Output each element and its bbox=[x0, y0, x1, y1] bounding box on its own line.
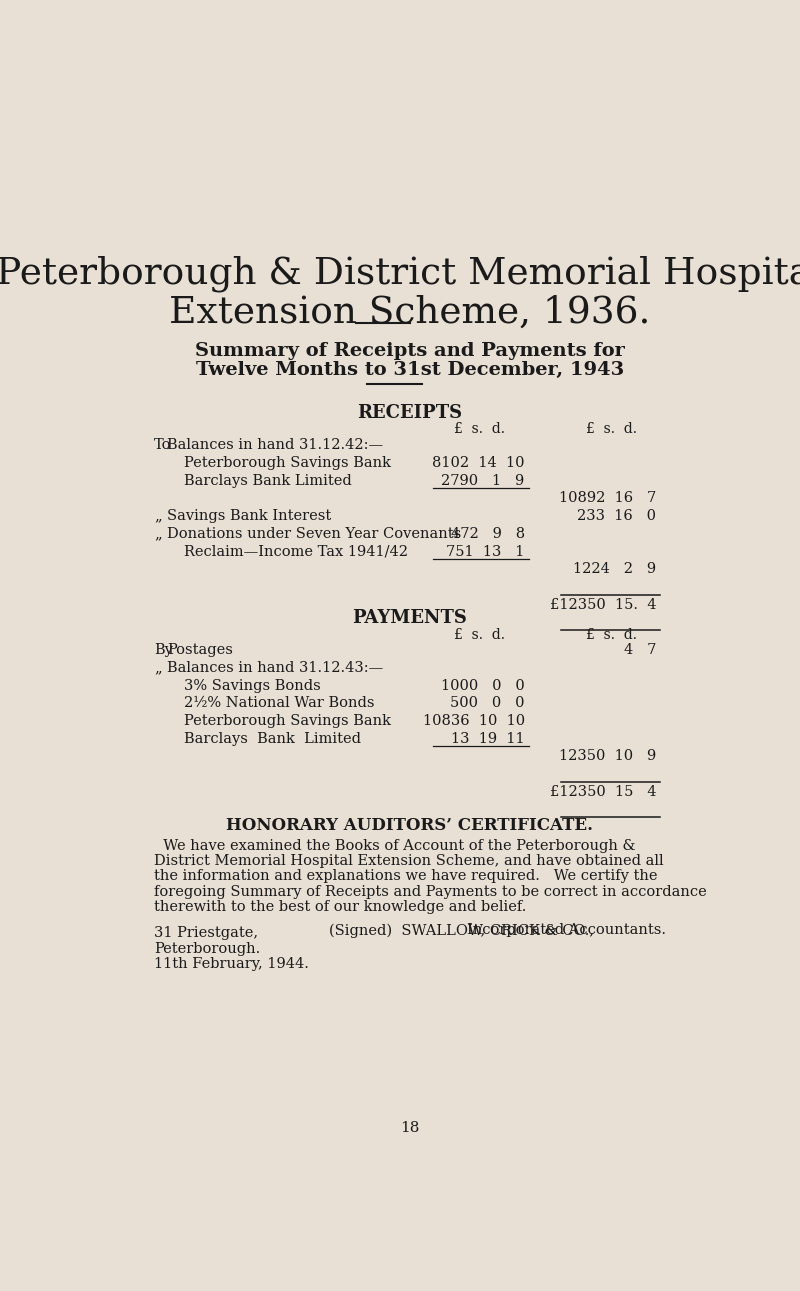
Text: 751  13   1: 751 13 1 bbox=[446, 545, 525, 559]
Text: 10836  10  10: 10836 10 10 bbox=[422, 714, 525, 728]
Text: the information and explanations we have required.   We certify the: the information and explanations we have… bbox=[154, 869, 658, 883]
Text: foregoing Summary of Receipts and Payments to be correct in accordance: foregoing Summary of Receipts and Paymen… bbox=[154, 884, 707, 899]
Text: 8102  14  10: 8102 14 10 bbox=[432, 456, 525, 470]
Text: £  s.  d.: £ s. d. bbox=[454, 422, 506, 436]
Text: 18: 18 bbox=[400, 1122, 420, 1135]
Text: 1224   2   9: 1224 2 9 bbox=[574, 563, 657, 576]
Text: 12350  10   9: 12350 10 9 bbox=[559, 749, 657, 763]
Text: We have examined the Books of Account of the Peterborough &: We have examined the Books of Account of… bbox=[154, 839, 636, 852]
Text: Balances in hand 31.12.43:—: Balances in hand 31.12.43:— bbox=[167, 661, 384, 675]
Text: Peterborough Savings Bank: Peterborough Savings Bank bbox=[184, 714, 390, 728]
Text: 500   0   0: 500 0 0 bbox=[450, 696, 525, 710]
Text: Balances in hand 31.12.42:—: Balances in hand 31.12.42:— bbox=[167, 438, 383, 452]
Text: Donations under Seven Year Covenants: Donations under Seven Year Covenants bbox=[167, 527, 462, 541]
Text: Extension Scheme, 1936.: Extension Scheme, 1936. bbox=[170, 296, 650, 330]
Text: Incorporated Accountants.: Incorporated Accountants. bbox=[466, 923, 666, 937]
Text: £12350  15   4: £12350 15 4 bbox=[550, 785, 657, 799]
Text: 11th February, 1944.: 11th February, 1944. bbox=[154, 957, 309, 971]
Text: By: By bbox=[154, 643, 173, 657]
Text: 472   9   8: 472 9 8 bbox=[450, 527, 525, 541]
Text: Peterborough & District Memorial Hospital: Peterborough & District Memorial Hospita… bbox=[0, 256, 800, 292]
Text: Savings Bank Interest: Savings Bank Interest bbox=[167, 509, 332, 523]
Text: HONORARY AUDITORS’ CERTIFICATE.: HONORARY AUDITORS’ CERTIFICATE. bbox=[226, 817, 594, 834]
Text: Twelve Months to 31st December, 1943: Twelve Months to 31st December, 1943 bbox=[196, 361, 624, 380]
Text: 3% Savings Bonds: 3% Savings Bonds bbox=[184, 679, 321, 692]
Text: 233  16   0: 233 16 0 bbox=[578, 509, 657, 523]
Text: To: To bbox=[154, 438, 172, 452]
Text: Barclays  Bank  Limited: Barclays Bank Limited bbox=[184, 732, 361, 746]
Text: £  s.  d.: £ s. d. bbox=[454, 627, 506, 642]
Text: PAYMENTS: PAYMENTS bbox=[353, 609, 467, 627]
Text: 10892  16   7: 10892 16 7 bbox=[559, 492, 657, 505]
Text: £12350  15.  4: £12350 15. 4 bbox=[550, 598, 657, 612]
Text: (Signed)  SWALLOW, CRICK & CO.,: (Signed) SWALLOW, CRICK & CO., bbox=[329, 923, 594, 937]
Text: „: „ bbox=[154, 661, 162, 675]
Text: Postages: Postages bbox=[167, 643, 234, 657]
Text: £  s.  d.: £ s. d. bbox=[586, 422, 637, 436]
Text: £  s.  d.: £ s. d. bbox=[586, 627, 637, 642]
Text: Barclays Bank Limited: Barclays Bank Limited bbox=[184, 474, 351, 488]
Text: 2790   1   9: 2790 1 9 bbox=[442, 474, 525, 488]
Text: „: „ bbox=[154, 527, 162, 541]
Text: 13  19  11: 13 19 11 bbox=[451, 732, 525, 746]
Text: therewith to the best of our knowledge and belief.: therewith to the best of our knowledge a… bbox=[154, 900, 526, 914]
Text: 2½% National War Bonds: 2½% National War Bonds bbox=[184, 696, 374, 710]
Text: Summary of Receipts and Payments for: Summary of Receipts and Payments for bbox=[195, 342, 625, 360]
Text: Peterborough Savings Bank: Peterborough Savings Bank bbox=[184, 456, 390, 470]
Text: District Memorial Hospital Extension Scheme, and have obtained all: District Memorial Hospital Extension Sch… bbox=[154, 855, 664, 868]
Text: 31 Priestgate,: 31 Priestgate, bbox=[154, 927, 258, 940]
Text: 4   7: 4 7 bbox=[624, 643, 657, 657]
Text: 1000   0   0: 1000 0 0 bbox=[441, 679, 525, 692]
Text: „: „ bbox=[154, 509, 162, 523]
Text: Reclaim—Income Tax 1941/42: Reclaim—Income Tax 1941/42 bbox=[184, 545, 408, 559]
Text: Peterborough.: Peterborough. bbox=[154, 942, 261, 955]
Text: RECEIPTS: RECEIPTS bbox=[358, 404, 462, 422]
